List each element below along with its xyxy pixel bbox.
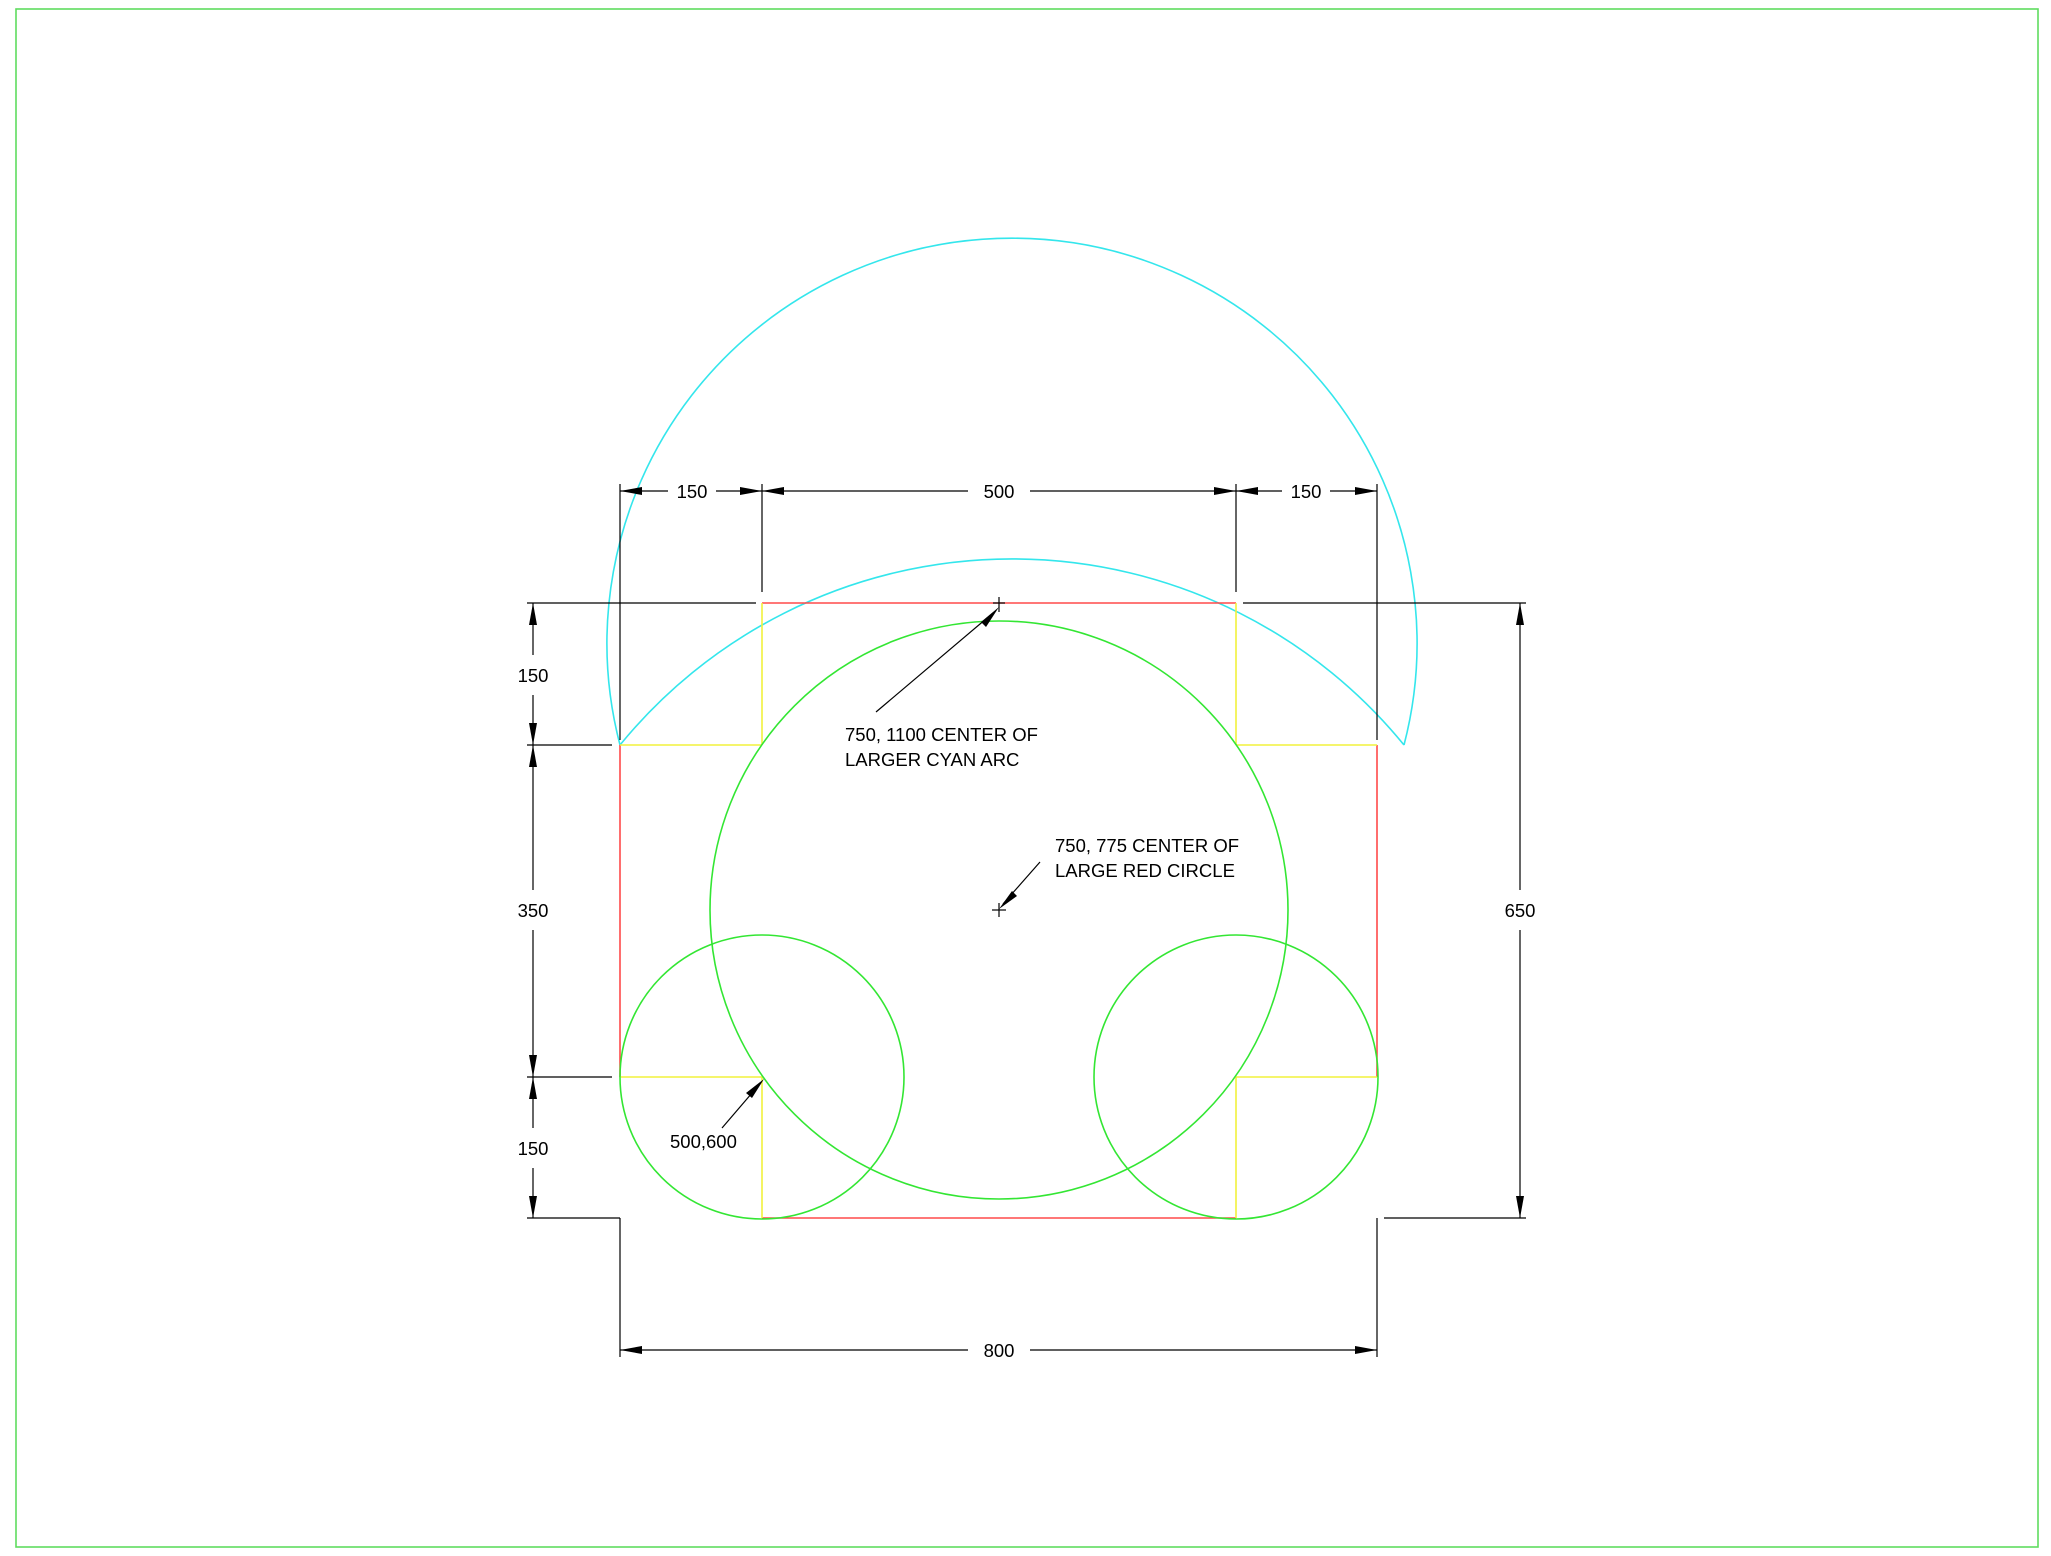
note-cyan-arc-center-line1: 750, 1100 CENTER OF (845, 724, 1038, 745)
dim-top-right: 150 (1291, 481, 1322, 502)
dim-bottom-overall: 800 (984, 1340, 1015, 1361)
dim-left-middle: 350 (518, 900, 549, 921)
dim-left-bottom: 150 (518, 1138, 549, 1159)
center-mark-red-circle (992, 903, 1006, 917)
note-red-circle-center-line2: LARGE RED CIRCLE (1055, 860, 1235, 881)
large-center-circle (709, 620, 1289, 1200)
dim-right-overall: 650 (1505, 900, 1536, 921)
bottom-dimension (619, 1218, 1378, 1357)
right-dimension (1243, 602, 1526, 1219)
dim-left-top: 150 (518, 665, 549, 686)
center-mark-cyan-arc (993, 597, 1005, 612)
leader-small-circle-point (721, 1079, 764, 1129)
note-cyan-arc-center-line2: LARGER CYAN ARC (845, 749, 1019, 770)
dim-top-left: 150 (677, 481, 708, 502)
left-dimensions (527, 602, 756, 1219)
drawing-border (15, 8, 2039, 1548)
note-red-circle-center-line1: 750, 775 CENTER OF (1055, 835, 1239, 856)
outer-cyan-arc (606, 237, 1418, 746)
dim-top-middle: 500 (984, 481, 1015, 502)
note-small-circle-point: 500,600 (670, 1131, 737, 1152)
inner-cyan-arc (619, 558, 1405, 746)
red-outline (619, 602, 1378, 1219)
top-dimensions (619, 484, 1378, 740)
leader-cyan-arc-center (875, 607, 999, 713)
small-right-circle (1093, 934, 1379, 1220)
yellow-construction-lines (620, 603, 1377, 1218)
small-left-circle (619, 934, 905, 1220)
leader-red-circle-center (999, 861, 1041, 909)
